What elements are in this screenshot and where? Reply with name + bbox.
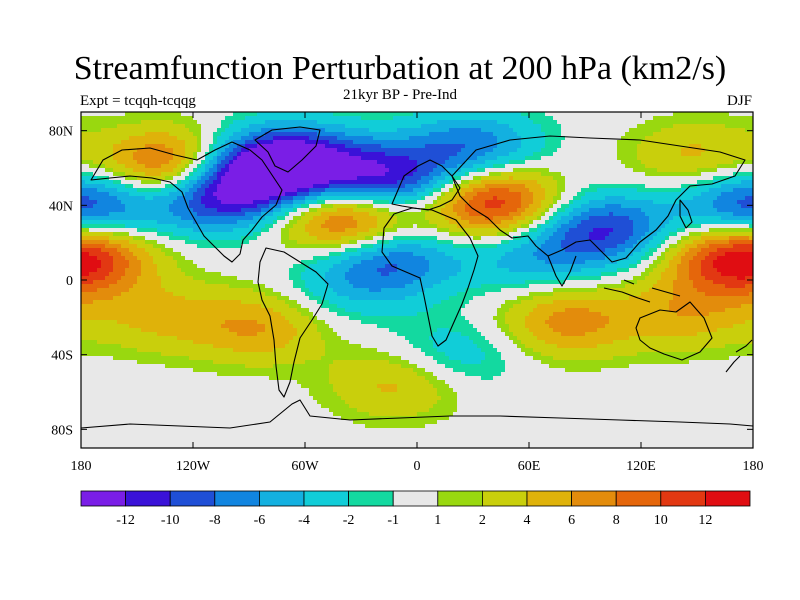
- coast-australia: [635, 301, 713, 361]
- coast-new-zealand: [725, 339, 753, 373]
- colorbar-box: [392, 490, 439, 507]
- colorbar-label: 10: [654, 513, 668, 528]
- colorbar-box: [348, 490, 394, 507]
- lat-tick-label: 40N: [49, 199, 73, 214]
- coast-south-america: [257, 247, 329, 398]
- colorbar-label: -2: [343, 513, 355, 528]
- map-axes: 180 120W 60W 0 60E 120E 180 80N 40N 0 40S 80S: [49, 112, 764, 474]
- coast-greenland: [254, 126, 321, 173]
- coast-asia: [451, 135, 746, 263]
- colorbar-box: [705, 490, 751, 507]
- lon-tick-label: 120W: [176, 459, 211, 474]
- colorbar-box: [80, 490, 126, 507]
- lat-tick-label: 80N: [49, 125, 73, 140]
- colorbar-label: -4: [298, 513, 310, 528]
- lon-tick-label: 180: [71, 459, 92, 474]
- colorbar-box: [169, 490, 216, 507]
- coast-japan: [679, 199, 693, 229]
- colorbar-box: [615, 490, 662, 507]
- lon-tick-label: 120E: [626, 459, 656, 474]
- period-label: 21kyr BP - Pre-Ind: [342, 87, 458, 103]
- colorbar-label: 4: [524, 513, 531, 528]
- coast-antarctica: [81, 399, 753, 429]
- colorbar-box: [481, 490, 528, 507]
- colorbar-label: 6: [568, 513, 575, 528]
- colorbar-box: [437, 490, 483, 507]
- lat-tick-label: 0: [66, 274, 73, 289]
- colorbar-label: 8: [613, 513, 620, 528]
- colorbar-label: -8: [209, 513, 221, 528]
- coast-africa: [381, 207, 479, 347]
- lon-tick-label: 60E: [518, 459, 541, 474]
- colorbar-box: [660, 490, 706, 507]
- colorbar-label: 2: [479, 513, 486, 528]
- colorbar-label: -1: [387, 513, 399, 528]
- experiment-label: Expt = tcqqh-tcqqg: [80, 93, 196, 109]
- colorbar-label: -6: [254, 513, 266, 528]
- lat-tick-label: 40S: [51, 349, 73, 364]
- colorbar-label: -10: [161, 513, 180, 528]
- colorbar: -12 -10 -8 -6 -4 -2 -1 1 2 4 6 8 10 12: [80, 490, 751, 528]
- colorbar-label: 12: [698, 513, 712, 528]
- colorbar-box: [214, 490, 260, 507]
- season-label: DJF: [726, 93, 752, 109]
- coast-north-america: [90, 141, 283, 263]
- coastlines: [81, 126, 753, 429]
- colorbar-label: 1: [434, 513, 441, 528]
- coast-india: [547, 255, 577, 287]
- plot-title: Streamfunction Perturbation at 200 hPa (…: [73, 50, 727, 87]
- streamfunction-field: [81, 112, 753, 448]
- colorbar-box: [258, 490, 305, 507]
- colorbar-box: [303, 490, 349, 507]
- coast-indonesia: [603, 279, 681, 303]
- lon-tick-label: 180: [743, 459, 764, 474]
- colorbar-box: [526, 490, 572, 507]
- colorbar-box: [571, 490, 617, 507]
- colorbar-label: -12: [116, 513, 135, 528]
- colorbar-box: [125, 490, 171, 507]
- lat-tick-label: 80S: [51, 423, 73, 438]
- lon-tick-label: 60W: [291, 459, 319, 474]
- lon-tick-label: 0: [414, 459, 421, 474]
